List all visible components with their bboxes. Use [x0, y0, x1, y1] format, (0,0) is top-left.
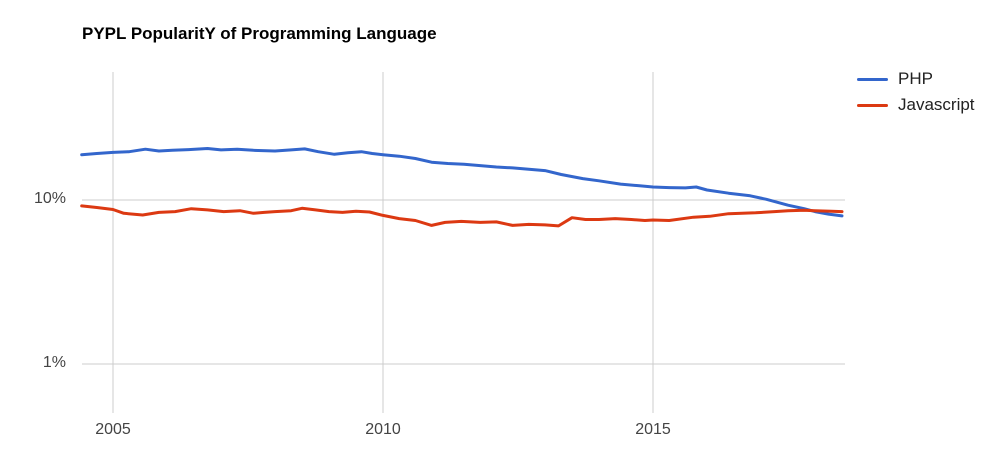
legend-item-php: PHP: [857, 69, 975, 88]
chart-legend: PHP Javascript: [857, 69, 975, 122]
y-axis-tick-1-percent: 1%: [42, 354, 66, 371]
chart-title: PYPL PopularitY of Programming Language: [82, 24, 437, 43]
javascript-line[interactable]: [80, 204, 844, 228]
x-axis-tick-2015: 2015: [635, 421, 671, 438]
y-axis-tick-10-percent: 10%: [33, 190, 66, 207]
x-axis-tick-2005: 2005: [95, 421, 131, 438]
legend-line-swatch-php-icon: [857, 77, 888, 81]
legend-line-swatch-javascript-icon: [857, 103, 888, 107]
x-axis-tick-2010: 2010: [365, 421, 401, 438]
legend-label-javascript: Javascript: [898, 95, 975, 114]
legend-item-javascript: Javascript: [857, 95, 975, 114]
legend-label-php: PHP: [898, 69, 933, 88]
php-line[interactable]: [80, 147, 844, 218]
